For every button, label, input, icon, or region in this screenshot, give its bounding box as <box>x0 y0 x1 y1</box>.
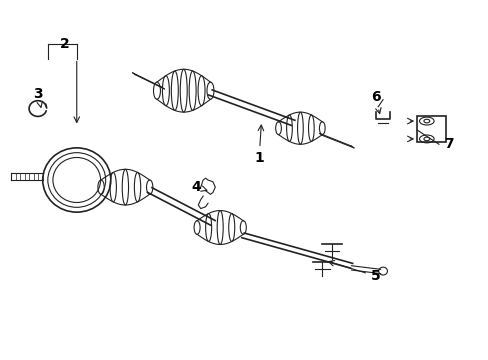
Text: 2: 2 <box>60 37 69 51</box>
Text: 4: 4 <box>191 180 206 194</box>
Text: 6: 6 <box>370 90 380 114</box>
Text: 1: 1 <box>254 125 264 165</box>
Text: 3: 3 <box>33 87 42 107</box>
Text: 5: 5 <box>328 261 380 283</box>
Text: 7: 7 <box>443 137 452 151</box>
